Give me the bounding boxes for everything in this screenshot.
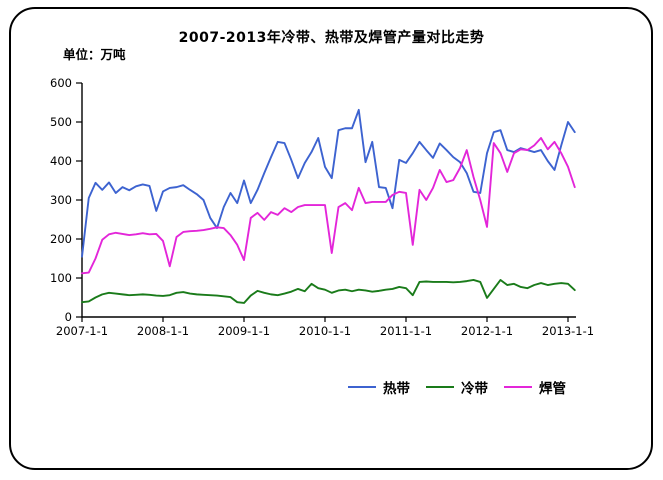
y-axis-tick-label: 400	[50, 154, 72, 168]
x-axis-tick-label: 2012-1-1	[461, 324, 513, 338]
y-axis-tick-label: 0	[65, 310, 72, 324]
x-axis-tick-label: 2013-1-1	[542, 324, 594, 338]
x-axis-tick-label: 2011-1-1	[380, 324, 432, 338]
x-axis-tick-label: 2008-1-1	[137, 324, 189, 338]
x-axis-tick-label: 2009-1-1	[218, 324, 270, 338]
legend-line-swatch	[504, 386, 532, 388]
legend-item: 热带	[348, 377, 410, 397]
unit-label: 单位：万吨	[63, 47, 126, 62]
series-line-冷带	[81, 279, 576, 304]
y-axis-tick-label: 100	[50, 271, 72, 285]
y-axis-tick-label: 200	[50, 232, 72, 246]
legend-item: 焊管	[504, 377, 566, 397]
x-axis-tick-label: 2007-1-1	[56, 324, 108, 338]
legend-label: 焊管	[539, 381, 566, 397]
legend-line-swatch	[426, 386, 454, 388]
y-axis-tick-label: 300	[50, 193, 72, 207]
x-axis-tick-label: 2010-1-1	[299, 324, 351, 338]
rounded-border-frame	[9, 7, 653, 470]
legend-label: 冷带	[461, 381, 488, 397]
series-line-热带	[81, 108, 576, 258]
chart-title: 2007-2013年冷带、热带及焊管产量对比走势	[178, 30, 485, 46]
legend-label: 热带	[383, 381, 410, 397]
legend-item: 冷带	[426, 377, 488, 397]
series-line-焊管	[81, 137, 576, 275]
chart-legend: 热带 冷带 焊管	[348, 377, 566, 397]
y-axis-tick-label: 500	[50, 115, 72, 129]
legend-line-swatch	[348, 386, 376, 388]
y-axis-tick-label: 600	[50, 76, 72, 90]
